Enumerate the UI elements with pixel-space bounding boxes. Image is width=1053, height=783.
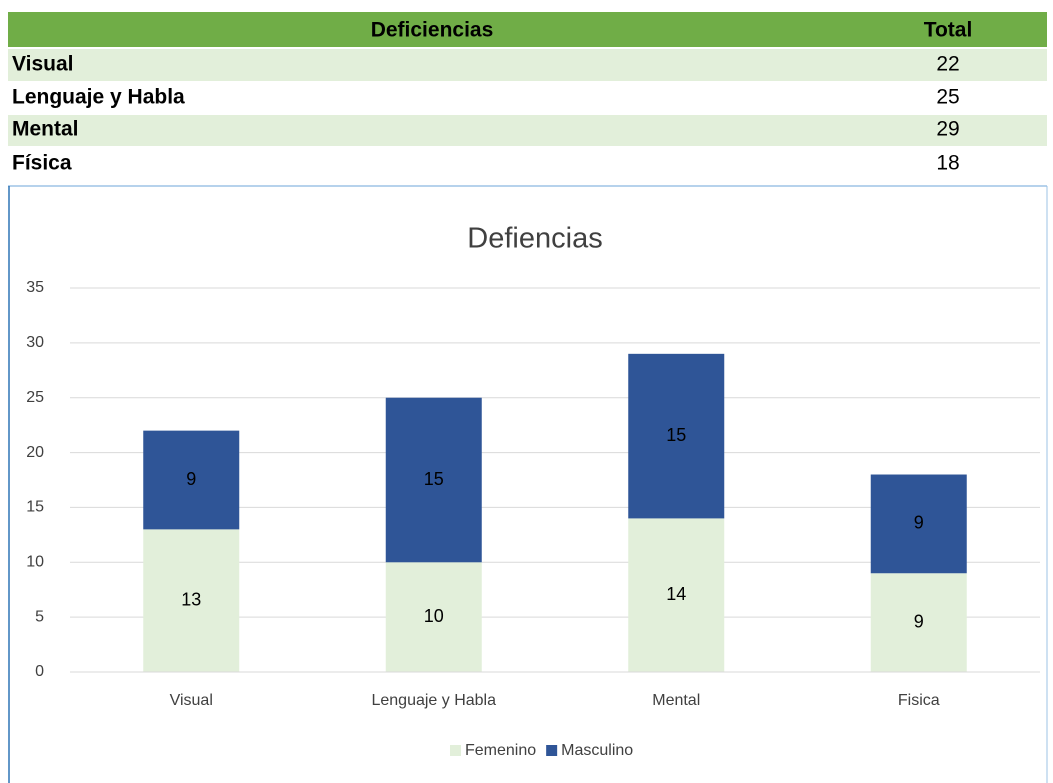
value-label: 15 xyxy=(424,469,444,489)
table-header-cell: Total xyxy=(924,19,973,42)
bar-segment xyxy=(143,430,240,530)
value-label: 9 xyxy=(914,611,924,631)
bar-segment xyxy=(628,518,725,672)
value-label: 15 xyxy=(666,425,686,445)
y-tick-label: 5 xyxy=(35,608,44,625)
x-tick-label: Fisica xyxy=(898,692,940,709)
table-cell: 29 xyxy=(936,118,959,141)
x-tick-label: Lenguaje y Habla xyxy=(371,692,496,709)
value-label: 10 xyxy=(424,606,444,626)
legend-swatch xyxy=(450,745,461,756)
table-header xyxy=(8,12,1047,47)
table-cell: 25 xyxy=(936,86,959,109)
table-cell: Visual xyxy=(12,53,73,76)
bar-segment xyxy=(143,529,240,672)
value-label: 13 xyxy=(181,589,201,609)
x-tick-label: Mental xyxy=(652,692,700,709)
legend-label: Masculino xyxy=(561,742,633,759)
chart-title: Defiencias xyxy=(467,223,602,255)
bar-segment xyxy=(385,562,482,672)
y-tick-label: 25 xyxy=(26,389,44,406)
y-tick-label: 20 xyxy=(26,444,44,461)
legend-swatch xyxy=(546,745,558,756)
y-tick-label: 15 xyxy=(26,499,44,516)
value-label: 9 xyxy=(914,513,924,533)
bar-segment xyxy=(870,573,967,672)
y-tick-label: 10 xyxy=(26,554,44,571)
table-cell: 22 xyxy=(936,53,959,76)
bar-segment xyxy=(628,353,725,519)
y-tick-label: 35 xyxy=(26,279,44,296)
table-header-cell: Deficiencias xyxy=(371,19,494,42)
table-cell: 18 xyxy=(936,152,959,175)
value-label: 14 xyxy=(666,584,686,604)
table-row-bg xyxy=(8,49,1047,81)
x-tick-label: Visual xyxy=(170,692,213,709)
table-cell: Mental xyxy=(12,118,79,141)
table-cell: Física xyxy=(12,152,72,175)
table-row-bg xyxy=(8,115,1047,146)
table-cell: Lenguaje y Habla xyxy=(12,86,185,109)
value-label: 9 xyxy=(186,469,196,489)
legend-label: Femenino xyxy=(465,742,536,759)
y-tick-label: 0 xyxy=(35,663,44,680)
bar-segment xyxy=(385,397,482,563)
y-tick-label: 30 xyxy=(26,334,44,351)
bar-segment xyxy=(870,474,967,574)
